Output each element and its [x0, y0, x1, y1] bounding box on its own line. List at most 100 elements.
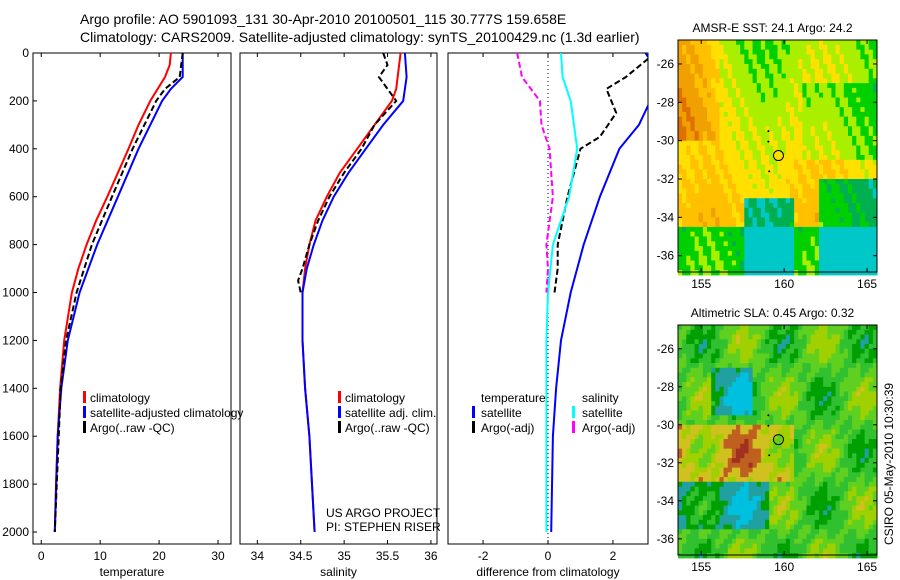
map-cell [769, 325, 774, 331]
map-cell [823, 462, 828, 469]
map-cell [686, 443, 691, 450]
map-cell [872, 97, 878, 103]
map-cell [856, 198, 861, 204]
map-cell [744, 344, 749, 350]
map-cell [727, 496, 733, 502]
map-cell [773, 553, 778, 559]
map-cell [806, 458, 812, 464]
map-cell [831, 188, 836, 194]
map-cell [785, 102, 791, 108]
map-cell [852, 415, 857, 421]
map-cell [769, 159, 774, 166]
map-cell [765, 203, 770, 209]
map-cell [868, 265, 874, 271]
map-cell [860, 212, 865, 218]
map-cell [860, 510, 865, 516]
map-cell [756, 477, 762, 483]
map-cell [785, 519, 791, 526]
map-cell [727, 198, 733, 204]
map-cell [690, 477, 695, 483]
map-cell [814, 481, 820, 488]
map-cell [806, 44, 812, 51]
map-cell [707, 73, 712, 79]
map-cell [839, 410, 845, 416]
map-cell [711, 260, 716, 266]
map-cell [872, 246, 878, 252]
map-cell [715, 49, 720, 55]
map-cell [781, 548, 787, 554]
map-cell [686, 543, 691, 549]
map-cell [723, 424, 729, 431]
map-cell [769, 481, 774, 488]
map-cell [760, 102, 766, 108]
map-cell [748, 145, 754, 151]
map-cell [839, 443, 845, 450]
map-cell [748, 121, 754, 127]
map-cell [740, 548, 745, 554]
map-cell [868, 448, 874, 454]
map-cell [814, 207, 820, 214]
map-cell [806, 519, 812, 526]
map-cell [707, 467, 712, 473]
map-cell [827, 97, 832, 103]
map-cell [843, 458, 849, 464]
map-cell [752, 477, 758, 483]
map-cell [715, 401, 720, 407]
map-cell [773, 164, 778, 170]
map-cell [752, 236, 758, 242]
map-cell [715, 64, 720, 70]
map-cell [856, 334, 861, 340]
map-cell [756, 49, 762, 55]
map-cell [727, 236, 733, 242]
legend-label: Argo(-adj) [481, 421, 534, 435]
map-cell [694, 212, 700, 218]
map-cell [839, 226, 845, 233]
map-cell [823, 226, 828, 233]
map-cell [831, 467, 836, 473]
map-cell [715, 87, 720, 94]
map-cell [740, 339, 745, 345]
map-cell [835, 102, 841, 108]
map-cell [831, 246, 836, 252]
map-cell [719, 505, 725, 511]
map-cell [852, 367, 857, 374]
map-cell [819, 524, 824, 530]
map-cell [707, 203, 712, 209]
map-cell [839, 241, 845, 247]
map-cell [856, 44, 861, 51]
map-cell [814, 179, 820, 185]
map-cell [769, 510, 774, 516]
map-cell [715, 155, 720, 161]
map-cell [773, 477, 778, 483]
map-cell [856, 491, 861, 497]
map-cell [864, 116, 870, 122]
map-cell [823, 543, 828, 549]
map-cell [831, 367, 836, 374]
map-cell [707, 401, 712, 407]
map-cell [868, 145, 874, 151]
map-cell [769, 64, 774, 70]
map-cell [814, 54, 820, 60]
map-cell [789, 396, 795, 402]
map-cell [789, 477, 795, 483]
map-cell [748, 515, 754, 521]
map-cell [827, 496, 832, 502]
map-cell [810, 439, 816, 445]
map-cell [827, 49, 832, 55]
map-cell [736, 410, 741, 416]
map-cell [839, 467, 845, 473]
map-cell [765, 40, 770, 46]
map-cell [860, 121, 865, 127]
map-cell [789, 188, 795, 194]
map-cell [686, 334, 691, 340]
map-cell [760, 169, 766, 175]
map-cell [789, 325, 795, 331]
map-cell [760, 534, 766, 540]
map-cell [848, 420, 853, 426]
map-cell [707, 102, 712, 108]
map-cell [748, 207, 754, 214]
map-cell [707, 515, 712, 521]
map-cell [814, 169, 820, 175]
map-cell [756, 424, 762, 431]
map-cell [731, 367, 737, 374]
